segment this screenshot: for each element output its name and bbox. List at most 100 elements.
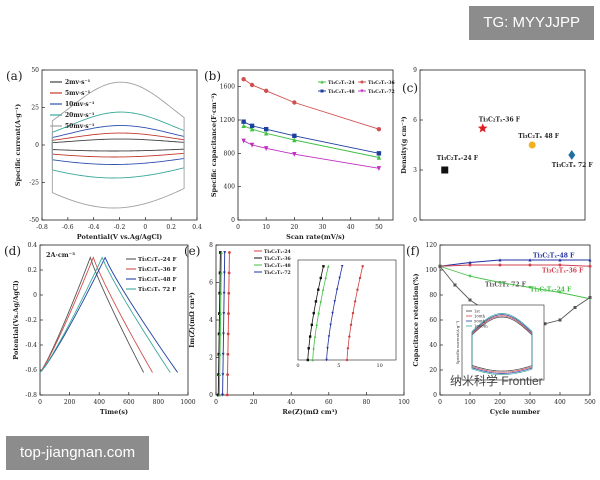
y-axis-label: Density(g cm⁻³)	[400, 116, 408, 173]
x-tick-label: 80	[363, 399, 371, 406]
y-tick-label: -25	[29, 180, 39, 187]
data-point	[219, 311, 223, 315]
panel-frame	[419, 69, 586, 221]
data-point	[312, 311, 315, 315]
panel-d: 0 200 400 600 800 1000 -0.8 -0.6 -0.4 -0.2 0 0.2 0.4…	[4, 242, 196, 416]
data-point	[317, 311, 320, 315]
data-point	[218, 271, 222, 275]
x-tick-label: 0	[143, 224, 147, 231]
y-tick-label: 0	[433, 392, 437, 399]
y-tick-label: 0.2	[27, 267, 37, 274]
y-axis-label: Specific current(A·g⁻¹)	[14, 104, 22, 186]
y-tick-label: 0	[231, 217, 235, 224]
data-point	[558, 263, 562, 267]
series-line	[222, 252, 226, 396]
data-point	[376, 166, 382, 171]
series-line	[243, 121, 380, 154]
point-label: Ti₃C₂Tₓ 48 F	[518, 133, 560, 140]
y-tick-label: -0.6	[25, 367, 37, 374]
x-tick-label: 100	[464, 399, 476, 406]
x-tick-label: 0.4	[192, 224, 202, 231]
data-point	[221, 373, 225, 377]
data-point	[222, 312, 226, 316]
data-point	[319, 276, 322, 280]
data-point	[306, 358, 309, 362]
data-point	[249, 123, 255, 129]
data-point	[324, 276, 327, 280]
data-point	[320, 89, 324, 93]
x-tick-label: 40	[287, 399, 295, 406]
x-axis-label: Potential(V vs.Ag/AgCl)	[77, 233, 162, 241]
legend-entry: 5mv·s⁻¹	[65, 90, 91, 97]
data-point	[241, 119, 246, 124]
series-line	[439, 259, 590, 267]
y-tick-label: 400	[224, 184, 236, 191]
legend-entry: 500th	[474, 319, 486, 324]
y-tick-label: 0	[35, 142, 39, 149]
data-point	[335, 288, 339, 292]
series-label: Ti₃C₂Tₓ-36 F	[542, 268, 584, 275]
data-point	[376, 154, 382, 160]
y-tick-label: 0.4	[27, 242, 37, 249]
data-point	[376, 151, 382, 156]
data-point	[326, 347, 329, 350]
y-tick-label: 8	[209, 242, 213, 249]
data-point	[314, 300, 318, 303]
x-tick-label: 50	[375, 224, 383, 231]
data-point	[438, 264, 442, 268]
data-point	[453, 283, 457, 287]
panel-label: (d)	[4, 244, 21, 258]
y-tick-label: -50	[29, 217, 39, 224]
y-tick-label: -0.8	[25, 392, 37, 399]
data-point	[558, 258, 562, 262]
data-point	[477, 123, 488, 133]
legend-entry: 10mv·s⁻¹	[65, 101, 95, 108]
y-tick-label: 6	[209, 280, 213, 287]
data-point	[307, 347, 310, 350]
y-tick-label: 25	[31, 105, 39, 112]
series-line	[39, 256, 179, 373]
legend-entry: Ti₃C₂Tₓ-24	[328, 80, 356, 86]
data-point	[228, 251, 231, 254]
data-point	[331, 311, 334, 315]
y-tick-label: 2	[209, 355, 213, 362]
y-tick-label: 20	[429, 367, 437, 374]
data-point	[325, 358, 328, 362]
data-point	[217, 373, 220, 377]
data-point	[333, 300, 336, 303]
inset-tick-label: 0	[296, 363, 299, 369]
panel-f: 0 100 200 300 400 500 0 20 40 60 80 100 120 Cycle num…	[406, 242, 596, 416]
y-tick-label: 0	[209, 392, 213, 399]
y-tick-label: 50	[31, 67, 39, 74]
y-tick-label: -0.2	[25, 317, 37, 324]
y-tick-label: 4	[209, 317, 213, 324]
data-point	[351, 311, 355, 315]
cv-curve	[51, 138, 185, 152]
data-point	[468, 263, 472, 267]
y-axis-label: Capacitance retention(%)	[412, 273, 420, 366]
data-point	[220, 250, 223, 254]
data-point	[498, 263, 502, 267]
data-point	[361, 265, 364, 268]
x-tick-label: -0.2	[114, 224, 126, 231]
data-point	[528, 286, 532, 290]
y-tick-label: 1600	[220, 84, 235, 91]
data-point	[315, 323, 318, 327]
data-point	[219, 271, 223, 275]
y-axis-label: Im(Z)(mΩ cm³)	[188, 292, 196, 348]
data-point	[308, 335, 312, 338]
legend-entry: Ti₃C₂Tₓ-36 F	[138, 267, 177, 273]
data-point	[227, 291, 231, 295]
data-point	[223, 271, 226, 275]
data-point	[241, 76, 246, 82]
series-line	[439, 265, 591, 300]
data-point	[219, 291, 223, 295]
data-point	[317, 288, 320, 291]
data-point	[568, 150, 576, 160]
data-point	[263, 126, 269, 132]
series-line	[226, 252, 230, 396]
data-point	[226, 373, 229, 377]
inset-tick-label: 5	[337, 363, 340, 369]
y-tick-label: 3	[413, 167, 417, 174]
data-point	[218, 332, 222, 336]
